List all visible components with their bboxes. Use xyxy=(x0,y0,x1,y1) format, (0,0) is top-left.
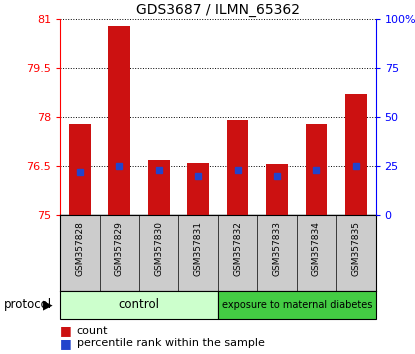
Text: control: control xyxy=(119,298,159,311)
Text: GSM357833: GSM357833 xyxy=(273,221,281,276)
Text: GSM357830: GSM357830 xyxy=(154,221,163,276)
Text: GSM357835: GSM357835 xyxy=(352,221,360,276)
Bar xyxy=(266,164,288,215)
Text: protocol: protocol xyxy=(4,298,52,311)
Text: ■: ■ xyxy=(60,325,72,337)
Bar xyxy=(305,124,327,215)
Text: GSM357828: GSM357828 xyxy=(76,221,84,276)
Text: GSM357829: GSM357829 xyxy=(115,221,124,276)
Title: GDS3687 / ILMN_65362: GDS3687 / ILMN_65362 xyxy=(136,3,300,17)
Bar xyxy=(69,124,91,215)
Text: GSM357834: GSM357834 xyxy=(312,221,321,276)
Bar xyxy=(60,291,218,319)
Text: count: count xyxy=(77,326,108,336)
Bar xyxy=(227,120,249,215)
Text: ▶: ▶ xyxy=(43,298,53,311)
Bar xyxy=(148,160,170,215)
Text: GSM357831: GSM357831 xyxy=(194,221,203,276)
Text: percentile rank within the sample: percentile rank within the sample xyxy=(77,338,265,348)
Bar xyxy=(108,26,130,215)
Text: ■: ■ xyxy=(60,337,72,350)
Text: GSM357832: GSM357832 xyxy=(233,221,242,276)
Text: exposure to maternal diabetes: exposure to maternal diabetes xyxy=(222,300,372,310)
Bar xyxy=(218,291,376,319)
Bar xyxy=(187,163,209,215)
Bar xyxy=(345,95,367,215)
